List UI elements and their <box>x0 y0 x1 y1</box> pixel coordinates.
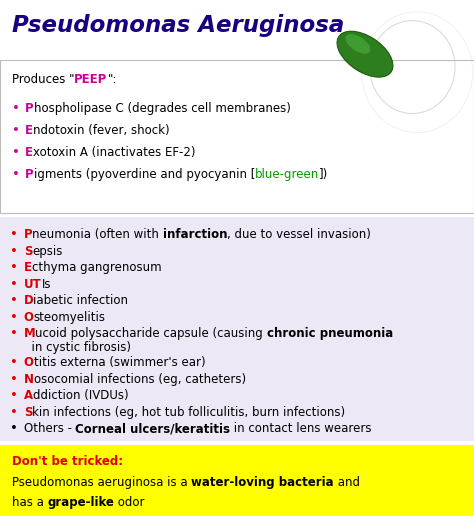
Text: •: • <box>10 356 18 369</box>
Text: •: • <box>12 102 20 115</box>
Text: •: • <box>10 422 18 435</box>
Text: chronic pneumonia: chronic pneumonia <box>267 327 393 340</box>
Text: grape-like: grape-like <box>47 496 114 509</box>
Text: •: • <box>12 124 20 137</box>
FancyBboxPatch shape <box>0 217 474 441</box>
Text: •: • <box>12 168 20 181</box>
Text: Others -: Others - <box>24 422 75 435</box>
Text: •: • <box>10 294 18 307</box>
Text: •: • <box>10 406 18 418</box>
FancyBboxPatch shape <box>0 60 474 213</box>
Text: in contact lens wearers: in contact lens wearers <box>230 422 372 435</box>
Text: P: P <box>25 168 34 181</box>
Text: neumonia (often with: neumonia (often with <box>32 228 163 241</box>
Text: xotoxin A (inactivates EF-2): xotoxin A (inactivates EF-2) <box>33 146 196 159</box>
Text: P: P <box>25 102 34 115</box>
Text: infarction: infarction <box>163 228 228 241</box>
Text: •: • <box>10 311 18 324</box>
Text: igments (pyoverdine and pyocyanin [: igments (pyoverdine and pyocyanin [ <box>34 168 255 181</box>
Text: ucoid polysaccharide capsule (causing: ucoid polysaccharide capsule (causing <box>36 327 267 340</box>
Text: N: N <box>24 373 34 385</box>
Text: •: • <box>10 278 18 291</box>
Text: osocomial infections (eg, catheters): osocomial infections (eg, catheters) <box>34 373 246 385</box>
Text: Don't be tricked:: Don't be tricked: <box>12 455 123 467</box>
Text: blue-green: blue-green <box>255 168 319 181</box>
Text: •: • <box>10 228 18 241</box>
Text: Produces ": Produces " <box>12 73 74 86</box>
Text: A: A <box>24 389 33 402</box>
Text: •: • <box>10 261 18 274</box>
Text: M: M <box>24 327 36 340</box>
Text: O: O <box>24 311 34 324</box>
Text: ":: ": <box>108 73 117 86</box>
Text: titis externa (swimmer's ear): titis externa (swimmer's ear) <box>34 356 205 369</box>
Text: ddiction (IVDUs): ddiction (IVDUs) <box>33 389 128 402</box>
Text: water-loving bacteria: water-loving bacteria <box>191 476 334 489</box>
Text: •: • <box>10 373 18 385</box>
Text: iabetic infection: iabetic infection <box>34 294 128 307</box>
Text: •: • <box>12 146 20 159</box>
Text: E: E <box>24 261 32 274</box>
Text: cthyma gangrenosum: cthyma gangrenosum <box>32 261 161 274</box>
Text: kin infections (eg, hot tub folliculitis, burn infections): kin infections (eg, hot tub folliculitis… <box>32 406 346 418</box>
Text: E: E <box>25 146 33 159</box>
Text: odor: odor <box>114 496 145 509</box>
Text: •: • <box>10 327 18 340</box>
Text: in cystic fibrosis): in cystic fibrosis) <box>24 341 131 354</box>
Text: Corneal ulcers/keratitis: Corneal ulcers/keratitis <box>75 422 230 435</box>
Text: epsis: epsis <box>32 245 63 257</box>
Text: steomyelitis: steomyelitis <box>34 311 106 324</box>
Text: Pseudomonas Aeruginosa: Pseudomonas Aeruginosa <box>12 13 344 37</box>
Text: hospholipase C (degrades cell membranes): hospholipase C (degrades cell membranes) <box>34 102 291 115</box>
Text: Pseudomonas aeruginosa is a: Pseudomonas aeruginosa is a <box>12 476 191 489</box>
Text: •: • <box>10 389 18 402</box>
Text: S: S <box>24 245 32 257</box>
Text: and: and <box>334 476 360 489</box>
Text: S: S <box>24 406 32 418</box>
Ellipse shape <box>346 34 370 54</box>
Text: PEEP: PEEP <box>74 73 108 86</box>
Text: D: D <box>24 294 34 307</box>
Text: has a: has a <box>12 496 47 509</box>
Text: ]): ]) <box>319 168 328 181</box>
Text: E: E <box>25 124 33 137</box>
FancyBboxPatch shape <box>0 445 474 516</box>
Text: •: • <box>10 245 18 257</box>
Text: UT: UT <box>24 278 41 291</box>
Text: Is: Is <box>41 278 51 291</box>
Text: O: O <box>24 356 34 369</box>
Text: , due to vessel invasion): , due to vessel invasion) <box>228 228 371 241</box>
Text: P: P <box>24 228 32 241</box>
Text: ndotoxin (fever, shock): ndotoxin (fever, shock) <box>33 124 170 137</box>
Ellipse shape <box>337 31 393 77</box>
FancyBboxPatch shape <box>0 0 474 60</box>
